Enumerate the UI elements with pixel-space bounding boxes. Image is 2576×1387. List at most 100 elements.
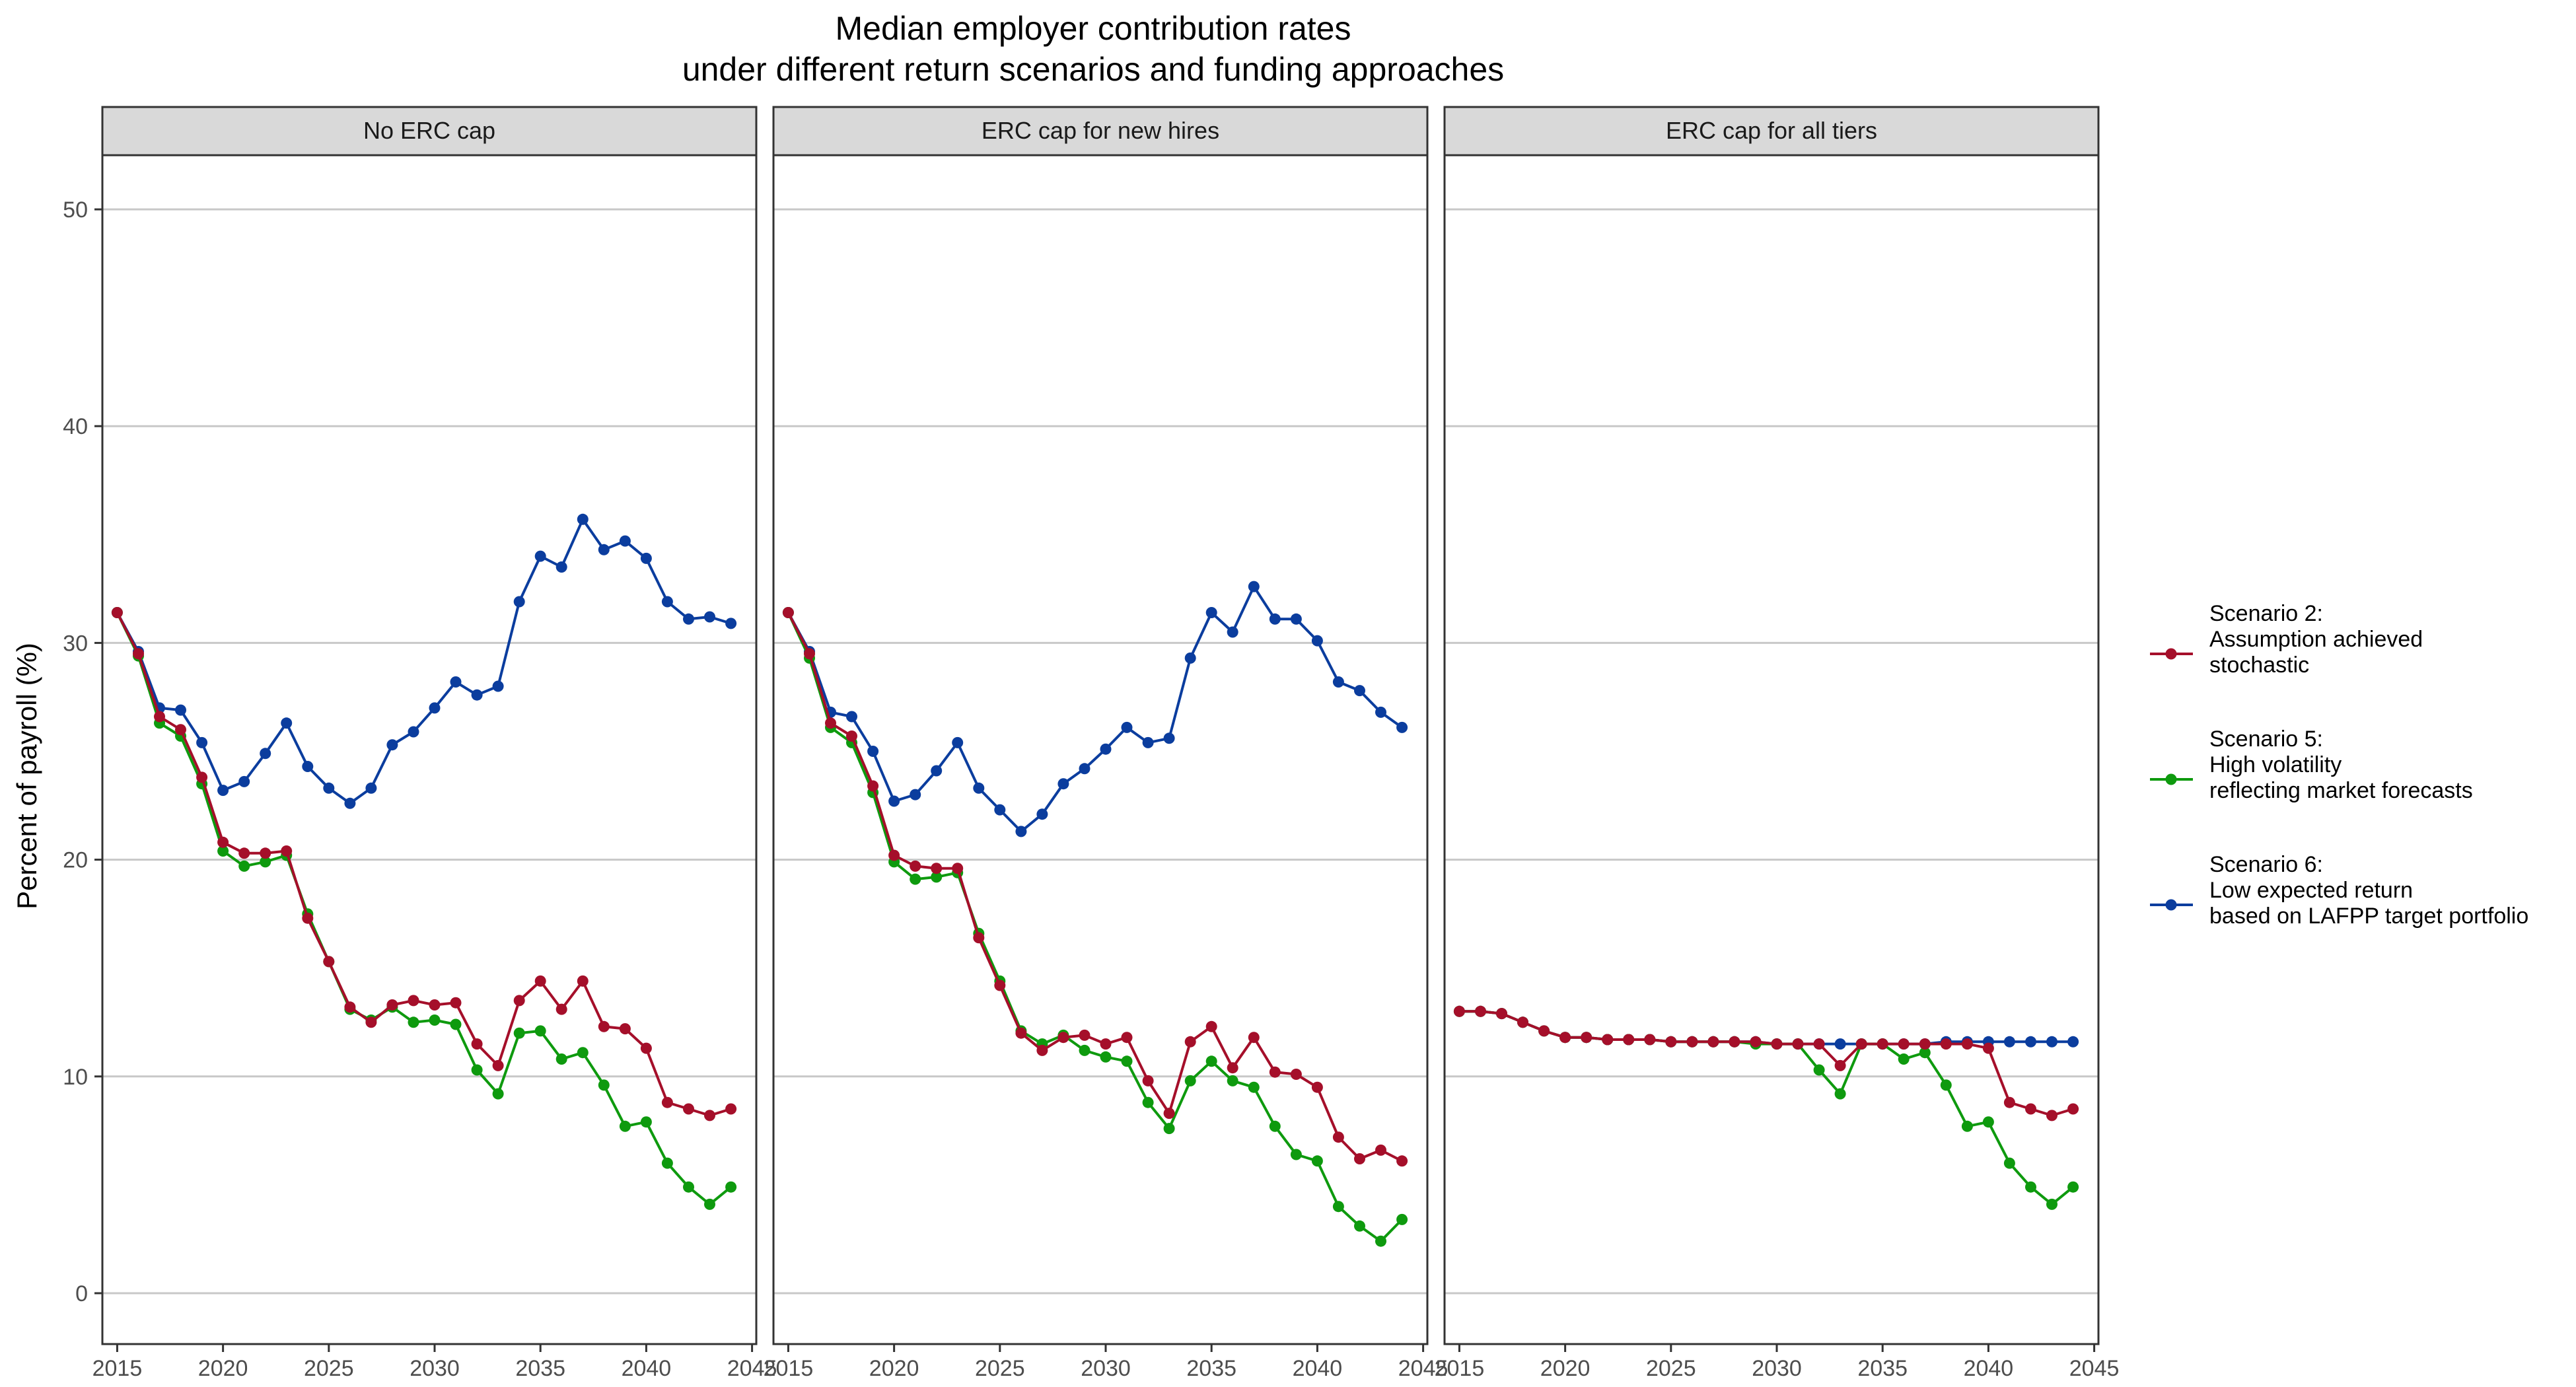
- data-point-scenario-5-2021: [910, 873, 921, 885]
- data-point-scenario-6-2043: [704, 611, 715, 623]
- data-point-scenario-2-2042: [1354, 1153, 1365, 1164]
- data-point-scenario-2-2039: [1290, 1069, 1302, 1080]
- data-point-scenario-2-2022: [931, 863, 943, 874]
- y-tick-label-20: 20: [63, 848, 88, 873]
- data-point-scenario-2-2029: [408, 995, 419, 1007]
- data-point-scenario-6-2028: [386, 739, 398, 751]
- data-point-scenario-2-2037: [1248, 1032, 1260, 1044]
- legend-label-line: Scenario 6:: [2209, 852, 2323, 877]
- data-point-scenario-2-2034: [513, 995, 525, 1007]
- data-point-scenario-6-2041: [661, 596, 673, 608]
- data-point-scenario-2-2044: [2067, 1103, 2079, 1115]
- data-point-scenario-5-2031: [450, 1018, 462, 1030]
- legend-label-line: High volatility: [2209, 752, 2342, 777]
- x-tick-label-2045: 2045: [2069, 1356, 2120, 1381]
- data-point-scenario-5-2039: [1961, 1120, 1973, 1132]
- x-tick-label-2035: 2035: [1186, 1356, 1236, 1381]
- data-point-scenario-2-2041: [1332, 1131, 1344, 1143]
- x-tick-label-2035: 2035: [515, 1356, 565, 1381]
- data-point-scenario-5-2034: [1184, 1075, 1196, 1086]
- data-point-scenario-6-2034: [513, 596, 525, 608]
- data-point-scenario-6-2039: [619, 535, 631, 547]
- data-point-scenario-5-2043: [1375, 1235, 1386, 1247]
- data-point-scenario-6-2040: [1311, 635, 1323, 647]
- data-point-scenario-2-2033: [492, 1059, 504, 1071]
- data-point-scenario-5-2036: [1227, 1075, 1238, 1086]
- data-point-scenario-5-2036: [555, 1053, 567, 1065]
- data-point-scenario-6-2036: [555, 561, 567, 573]
- data-point-scenario-2-2019: [196, 771, 208, 783]
- data-point-scenario-5-2038: [1269, 1120, 1281, 1132]
- data-point-scenario-6-2026: [1015, 826, 1027, 837]
- data-point-scenario-5-2040: [1982, 1116, 1994, 1128]
- data-point-scenario-6-2044: [725, 618, 737, 629]
- legend-label-line: Scenario 5:: [2209, 727, 2323, 752]
- data-point-scenario-6-2028: [1057, 778, 1069, 790]
- legend-label-line: stochastic: [2209, 653, 2309, 678]
- data-point-scenario-2-2038: [598, 1020, 610, 1032]
- data-point-scenario-2-2043: [1375, 1144, 1386, 1156]
- legend-label-line: based on LAFPP target portfolio: [2209, 904, 2528, 929]
- data-point-scenario-5-2041: [661, 1157, 673, 1169]
- data-point-scenario-6-2032: [471, 689, 483, 701]
- data-point-scenario-2-2023: [1623, 1034, 1635, 1046]
- data-point-scenario-2-2023: [281, 845, 293, 857]
- legend-label-line: Assumption achieved: [2209, 627, 2423, 652]
- data-point-scenario-2-2015: [1453, 1005, 1465, 1017]
- chart-title-line-2: under different return scenarios and fun…: [682, 51, 1504, 88]
- data-point-scenario-5-2032: [471, 1064, 483, 1076]
- data-point-scenario-6-2041: [2003, 1036, 2015, 1048]
- data-point-scenario-6-2024: [302, 761, 314, 772]
- data-point-scenario-2-2017: [825, 717, 836, 729]
- x-tick-label-2030: 2030: [410, 1356, 460, 1381]
- data-point-scenario-6-2020: [217, 785, 229, 797]
- data-point-scenario-6-2038: [1269, 613, 1281, 625]
- data-point-scenario-5-2021: [238, 860, 250, 872]
- data-point-scenario-6-2034: [1184, 652, 1196, 664]
- data-point-scenario-5-2036: [1898, 1053, 1910, 1065]
- data-point-scenario-2-2042: [683, 1103, 694, 1115]
- data-point-scenario-2-2040: [1982, 1042, 1994, 1054]
- panel-strip: [772, 106, 1429, 157]
- data-point-scenario-5-2020: [217, 845, 229, 857]
- data-point-scenario-6-2037: [577, 513, 589, 525]
- data-point-scenario-5-2037: [1919, 1047, 1931, 1059]
- data-point-scenario-6-2025: [994, 804, 1006, 816]
- data-point-scenario-6-2021: [238, 775, 250, 787]
- panel-3: ERC cap for all tiers 2015 2020 2025 2030 203…: [1435, 106, 2120, 1381]
- data-point-scenario-2-2036: [1227, 1062, 1238, 1074]
- data-point-scenario-2-2021: [238, 847, 250, 859]
- chart-title-line-1: Median employer contribution rates: [836, 10, 1351, 47]
- panel-strip-label: No ERC cap: [363, 117, 495, 144]
- panel-border: [1443, 154, 2100, 1345]
- data-point-scenario-2-2041: [2003, 1096, 2015, 1108]
- data-point-scenario-5-2034: [513, 1027, 525, 1039]
- data-point-scenario-2-2018: [1517, 1016, 1528, 1028]
- data-point-scenario-2-2021: [1581, 1032, 1592, 1044]
- data-point-scenario-5-2033: [492, 1088, 504, 1100]
- data-point-scenario-2-2018: [175, 724, 186, 736]
- data-point-scenario-2-2039: [1961, 1038, 1973, 1050]
- data-point-scenario-5-2038: [1940, 1079, 1952, 1091]
- data-point-scenario-6-2019: [196, 736, 208, 748]
- data-point-scenario-5-2040: [640, 1116, 652, 1128]
- data-point-scenario-6-2018: [846, 711, 857, 723]
- data-point-scenario-5-2030: [429, 1014, 441, 1026]
- data-point-scenario-2-2024: [973, 932, 985, 944]
- x-tick-label-2045: 2045: [727, 1356, 777, 1381]
- data-point-scenario-2-2016: [804, 648, 815, 660]
- data-point-scenario-2-2041: [661, 1096, 673, 1108]
- data-point-scenario-6-2031: [1121, 721, 1133, 733]
- data-point-scenario-2-2022: [1602, 1034, 1614, 1046]
- data-point-scenario-6-2029: [1079, 763, 1091, 775]
- data-point-scenario-2-2018: [846, 730, 857, 742]
- data-point-scenario-6-2041: [1332, 676, 1344, 688]
- data-point-scenario-5-2032: [1813, 1064, 1825, 1076]
- legend-key-point: [2165, 648, 2177, 660]
- data-point-scenario-2-2042: [2025, 1103, 2036, 1115]
- data-point-scenario-2-2020: [1559, 1032, 1571, 1044]
